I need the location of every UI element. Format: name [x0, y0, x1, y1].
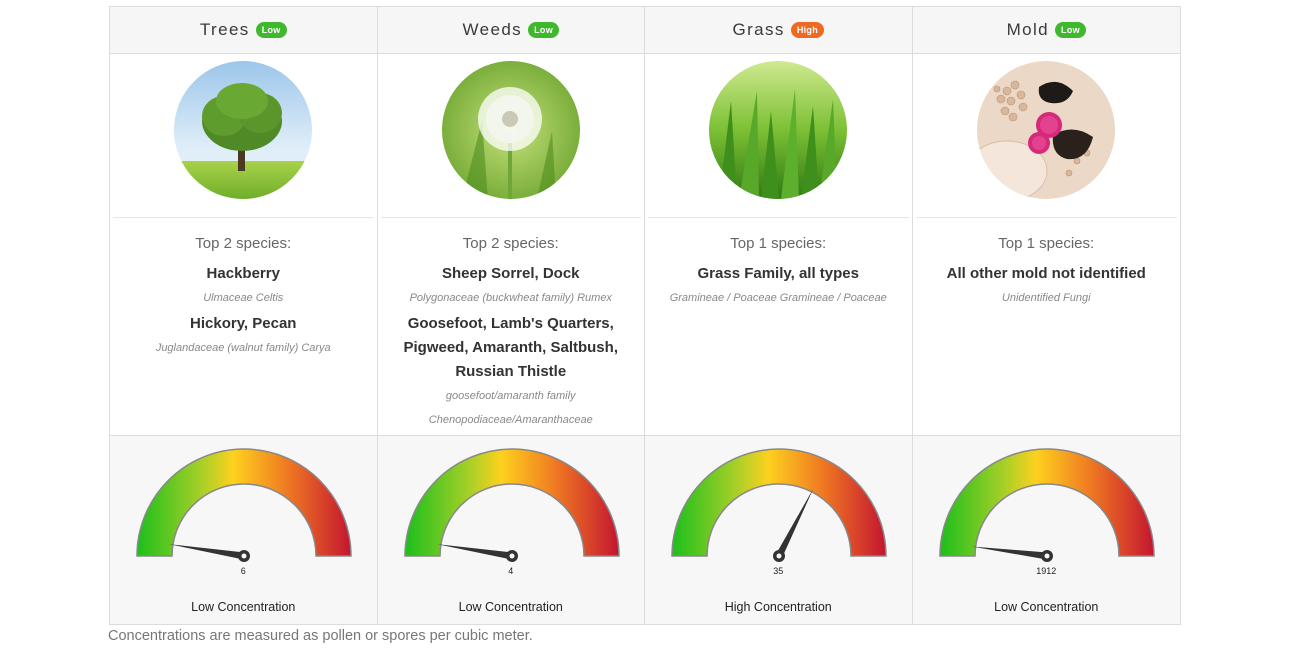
gauge-value: 4 [508, 566, 514, 576]
level-badge: Low [1055, 22, 1086, 38]
species-name: Hackberry [206, 265, 280, 282]
concentration-gauge: 35 High Concentration [645, 435, 912, 624]
category-image-area [378, 54, 645, 217]
species-latin-name: Gramineae / Poaceae Gramineae / Poaceae [669, 292, 887, 304]
species-latin-name: goosefoot/amaranth family Chenopodiaceae… [428, 390, 593, 426]
gauge-dial [136, 448, 352, 562]
top-species-label: Top 2 species: [195, 235, 292, 252]
species-item: Goosefoot, Lamb's Quarters, Pigweed, Ama… [378, 312, 645, 432]
gauge-dial [938, 448, 1155, 562]
gauge-band [403, 448, 620, 557]
concentration-label: High Concentration [724, 600, 832, 614]
category-header: Weeds Low [377, 7, 644, 54]
section-divider [648, 217, 909, 218]
species-item: Hickory, Pecan Juglandaceae (walnut fami… [110, 312, 377, 360]
species-latin-name: Ulmaceae Celtis [203, 292, 284, 304]
species-item: All other mold not identified Unidentifi… [913, 262, 1181, 310]
species-name: Goosefoot, Lamb's Quarters, Pigweed, Ama… [403, 315, 618, 380]
level-badge: Low [528, 22, 559, 38]
top-species-label: Top 1 species: [730, 235, 827, 252]
gauge-value: 35 [773, 566, 784, 576]
gauge-band [671, 448, 887, 557]
species-section: Top 1 species: All other mold not identi… [913, 218, 1181, 435]
species-latin-name: Unidentified Fungi [1001, 292, 1091, 304]
category-header: Mold Low [912, 7, 1180, 54]
species-item: Grass Family, all types Gramineae / Poac… [645, 262, 912, 310]
category-column-mold: Mold Low [912, 7, 1181, 624]
species-section: Top 1 species: Grass Family, all types G… [645, 218, 912, 435]
concentration-label: Low Concentration [191, 600, 296, 614]
gauge-hub-center [776, 553, 782, 559]
species-latin-name: Polygonaceae (buckwheat family) Rumex [409, 292, 612, 304]
gauge-band [136, 448, 352, 557]
level-badge: Low [255, 22, 287, 38]
level-badge: High [790, 22, 825, 38]
species-name: Sheep Sorrel, Dock [441, 265, 580, 282]
category-title: Mold [1006, 20, 1050, 39]
category-column-weeds: Weeds Low [377, 7, 645, 624]
category-header: Trees Low [110, 7, 377, 54]
species-item: Hackberry Ulmaceae Celtis [110, 262, 377, 310]
gauge-value: 1912 [1036, 566, 1057, 576]
species-latin-name: Juglandaceae (walnut family) Carya [155, 342, 331, 354]
species-section: Top 2 species: Hackberry Ulmaceae Celtis… [110, 218, 377, 435]
species-name: Hickory, Pecan [190, 315, 297, 332]
gauge-dial [403, 448, 620, 562]
section-divider [915, 217, 1177, 218]
category-image-area [645, 54, 912, 217]
grass-photo [709, 61, 848, 199]
species-name: All other mold not identified [946, 265, 1146, 282]
gauge-needle [436, 544, 513, 560]
category-column-trees: Trees Low [110, 7, 378, 624]
concentration-label: Low Concentration [458, 600, 563, 614]
section-divider [113, 217, 374, 218]
species-section: Top 2 species: Sheep Sorrel, Dock Polygo… [378, 218, 645, 435]
concentration-gauge: 4 Low Concentration [377, 435, 644, 624]
section-divider [380, 217, 641, 218]
gauge-value: 6 [240, 566, 246, 576]
tree-photo [174, 61, 313, 199]
category-title: Trees [199, 20, 250, 39]
top-species-label: Top 2 species: [462, 235, 559, 252]
category-image-area [913, 54, 1181, 217]
measurement-footnote: Concentrations are measured as pollen or… [108, 628, 533, 644]
gauge-needle [775, 488, 814, 558]
mold-photo [977, 61, 1116, 199]
gauge-needle [168, 544, 245, 560]
gauge-band [938, 448, 1155, 557]
gauge-needle [971, 546, 1047, 560]
concentration-label: Low Concentration [994, 600, 1099, 614]
category-header: Grass High [645, 7, 912, 54]
concentration-gauge: 6 Low Concentration [110, 435, 377, 624]
gauge-hub-center [1044, 553, 1049, 559]
species-name: Grass Family, all types [697, 265, 859, 282]
category-image-area [110, 54, 377, 217]
pollen-forecast-grid: Trees Low [109, 6, 1181, 625]
dandelion-photo [441, 61, 580, 199]
concentration-gauge: 1912 Low Concentration [912, 435, 1180, 624]
top-species-label: Top 1 species: [998, 235, 1095, 252]
category-column-grass: Grass High [645, 7, 913, 624]
category-title: Weeds [462, 20, 523, 39]
category-title: Grass [732, 20, 785, 39]
gauge-dial [671, 448, 887, 562]
gauge-hub-center [509, 553, 514, 559]
species-item: Sheep Sorrel, Dock Polygonaceae (buckwhe… [378, 262, 645, 310]
gauge-hub-center [241, 553, 247, 559]
